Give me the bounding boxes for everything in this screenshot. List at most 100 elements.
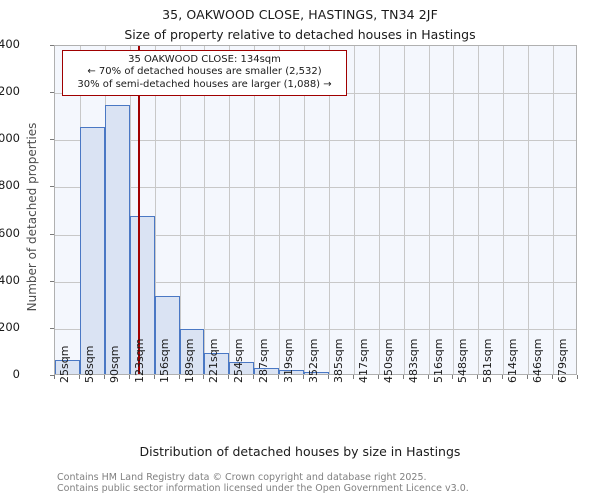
- y-tick-label: 400: [0, 272, 20, 287]
- annotation-line-3: 30% of semi-detached houses are larger (…: [77, 78, 332, 90]
- x-tick-label: 90sqm: [107, 345, 121, 383]
- x-tick-mark: [203, 375, 205, 379]
- chart-subtitle: Size of property relative to detached ho…: [124, 27, 476, 42]
- gridline-vertical: [478, 46, 480, 374]
- x-tick-mark: [253, 375, 255, 379]
- y-tick-mark: [50, 139, 54, 141]
- bars-layer: [55, 46, 576, 374]
- gridline-horizontal: [55, 140, 576, 142]
- x-tick-mark: [477, 375, 479, 379]
- x-tick-label: 417sqm: [356, 338, 370, 383]
- bar: [129, 216, 155, 374]
- gridline-horizontal: [55, 281, 576, 283]
- x-tick-mark: [54, 375, 55, 379]
- x-tick-mark: [278, 375, 280, 379]
- gridline-vertical: [553, 46, 555, 374]
- gridline-vertical: [129, 46, 131, 374]
- x-tick-mark: [103, 375, 105, 379]
- y-tick-mark: [50, 233, 54, 235]
- x-tick-mark: [452, 375, 454, 379]
- gridline-vertical: [204, 46, 206, 374]
- gridline-horizontal: [55, 234, 576, 236]
- y-tick-label: 0: [12, 367, 20, 381]
- gridline-vertical: [528, 46, 530, 374]
- x-tick-mark: [228, 375, 230, 379]
- gridline-vertical: [453, 46, 455, 374]
- gridline-vertical: [328, 46, 330, 374]
- x-tick-label: 679sqm: [556, 338, 570, 383]
- gridline-vertical: [254, 46, 256, 374]
- x-tick-mark: [502, 375, 504, 379]
- gridline-vertical: [503, 46, 505, 374]
- x-tick-label: 123sqm: [132, 338, 146, 383]
- y-tick-label: 1200: [0, 84, 20, 99]
- gridline-horizontal: [55, 328, 576, 330]
- footer-line-1: Contains HM Land Registry data © Crown c…: [57, 472, 427, 483]
- x-tick-mark: [552, 375, 554, 379]
- y-tick-label: 1400: [0, 37, 20, 51]
- x-tick-label: 516sqm: [431, 338, 445, 383]
- y-tick-mark: [50, 375, 54, 376]
- x-tick-mark: [327, 375, 329, 379]
- x-tick-label: 614sqm: [506, 338, 520, 383]
- property-annotation-box: 35 OAKWOOD CLOSE: 134sqm ← 70% of detach…: [62, 50, 347, 96]
- x-tick-label: 319sqm: [282, 338, 296, 383]
- x-tick-label: 581sqm: [481, 338, 495, 383]
- x-tick-mark: [153, 375, 155, 379]
- x-tick-mark: [303, 375, 305, 379]
- gridline-vertical: [353, 46, 355, 374]
- x-tick-label: 221sqm: [207, 338, 221, 383]
- footer-attribution: Contains HM Land Registry data © Crown c…: [57, 472, 469, 494]
- y-tick-mark: [50, 327, 54, 329]
- annotation-line-1: 35 OAKWOOD CLOSE: 134sqm: [128, 54, 281, 65]
- gridline-vertical: [179, 46, 181, 374]
- bar: [179, 329, 205, 374]
- bar: [229, 362, 255, 374]
- title-block: 35, OAKWOOD CLOSE, HASTINGS, TN34 2JF Si…: [0, 0, 600, 42]
- x-tick-label: 156sqm: [157, 338, 171, 383]
- bar: [154, 296, 180, 374]
- y-tick-label: 800: [0, 178, 20, 193]
- x-tick-mark: [427, 375, 429, 379]
- x-tick-mark: [352, 375, 354, 379]
- x-tick-label: 58sqm: [82, 345, 96, 383]
- x-tick-label: 548sqm: [456, 338, 470, 383]
- y-tick-label: 1000: [0, 131, 20, 146]
- x-tick-label: 646sqm: [531, 338, 545, 383]
- x-tick-label: 254sqm: [232, 338, 246, 383]
- gridline-vertical: [229, 46, 231, 374]
- gridline-vertical: [304, 46, 306, 374]
- gridline-vertical: [403, 46, 405, 374]
- x-tick-mark: [527, 375, 529, 379]
- y-tick-label: 600: [0, 225, 20, 240]
- x-tick-label: 385sqm: [331, 338, 345, 383]
- page-title: 35, OAKWOOD CLOSE, HASTINGS, TN34 2JF: [162, 7, 438, 22]
- bar: [104, 105, 130, 374]
- bar: [254, 368, 280, 374]
- y-axis-title: Number of detached properties: [25, 122, 39, 312]
- bar: [79, 126, 105, 374]
- y-tick-mark: [50, 45, 54, 46]
- x-tick-label: 189sqm: [182, 338, 196, 383]
- x-tick-label: 25sqm: [58, 345, 71, 383]
- gridline-vertical: [428, 46, 430, 374]
- gridline-horizontal: [55, 187, 576, 189]
- x-tick-mark: [577, 375, 578, 379]
- gridline-vertical: [154, 46, 156, 374]
- plot-area: [54, 45, 577, 375]
- x-tick-mark: [178, 375, 180, 379]
- bar: [279, 369, 305, 374]
- x-tick-mark: [402, 375, 404, 379]
- bar: [204, 352, 230, 374]
- gridline-vertical: [378, 46, 380, 374]
- bar: [304, 371, 329, 374]
- bar: [55, 359, 80, 374]
- x-tick-mark: [128, 375, 130, 379]
- y-tick-mark: [50, 280, 54, 282]
- x-tick-label: 287sqm: [257, 338, 271, 383]
- x-tick-mark: [377, 375, 379, 379]
- y-tick-mark: [50, 186, 54, 188]
- gridline-vertical: [279, 46, 281, 374]
- y-tick-label: 200: [0, 319, 20, 334]
- annotation-line-2: ← 70% of detached houses are smaller (2,…: [87, 66, 322, 78]
